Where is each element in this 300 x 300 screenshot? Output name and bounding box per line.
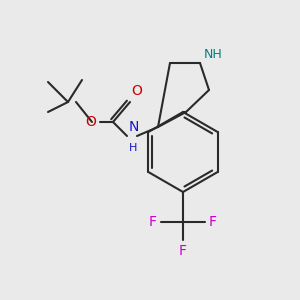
Text: F: F <box>149 215 157 229</box>
Text: F: F <box>179 244 187 258</box>
Text: N: N <box>129 120 140 134</box>
Text: F: F <box>209 215 217 229</box>
Text: O: O <box>85 115 96 129</box>
Text: O: O <box>131 84 142 98</box>
Text: H: H <box>129 143 137 153</box>
Text: NH: NH <box>204 48 223 61</box>
